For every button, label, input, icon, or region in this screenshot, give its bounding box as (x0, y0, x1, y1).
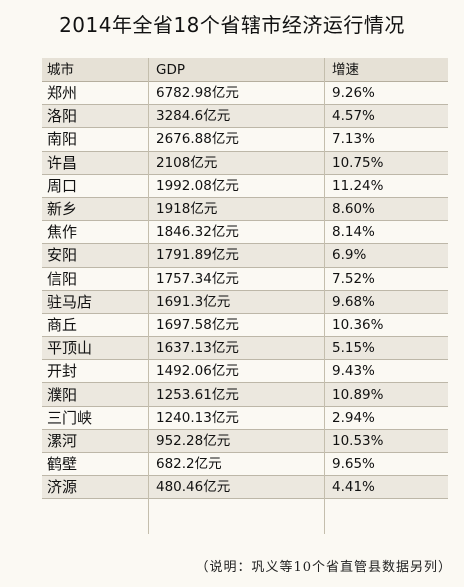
cell-growth: 11.24% (332, 177, 384, 194)
cell-growth: 4.57% (332, 108, 375, 125)
cell-gdp: 1253.61亿元 (156, 386, 239, 403)
cell-gdp: 1691.3亿元 (156, 293, 231, 310)
header-growth: 增速 (332, 61, 359, 78)
table-row: 郑州 6782.98亿元 9.26% (42, 82, 448, 106)
cell-city: 濮阳 (47, 385, 78, 404)
header-gdp: GDP (156, 61, 185, 78)
cell-gdp: 1791.89亿元 (156, 247, 239, 264)
cell-growth: 2.94% (332, 409, 375, 426)
cell-gdp: 1637.13亿元 (156, 340, 239, 357)
cell-gdp: 1697.58亿元 (156, 316, 239, 333)
cell-city: 开封 (47, 362, 78, 381)
table-row: 驻马店 1691.3亿元 9.68% (42, 290, 448, 314)
cell-city: 济源 (47, 478, 78, 497)
table-row: 周口 1992.08亿元 11.24% (42, 175, 448, 198)
cell-growth: 6.9% (332, 247, 367, 264)
cell-gdp: 2676.88亿元 (156, 131, 239, 148)
table-row: 新乡 1918亿元 8.60% (42, 197, 448, 222)
cell-growth: 8.14% (332, 224, 375, 241)
cell-city: 驻马店 (47, 292, 93, 311)
cell-growth: 10.75% (332, 154, 384, 171)
table-row: 三门峡 1240.13亿元 2.94% (42, 407, 448, 430)
cell-city: 郑州 (47, 84, 78, 103)
cell-growth: 10.53% (332, 432, 384, 449)
table-row: 南阳 2676.88亿元 7.13% (42, 128, 448, 152)
cell-city: 平顶山 (47, 339, 93, 358)
cell-gdp: 1492.06亿元 (156, 363, 239, 380)
cell-gdp: 952.28亿元 (156, 432, 231, 449)
table-row: 焦作 1846.32亿元 8.14% (42, 221, 448, 245)
cell-growth: 7.13% (332, 131, 375, 148)
table-row: 洛阳 3284.6亿元 4.57% (42, 105, 448, 129)
cell-growth: 9.43% (332, 363, 375, 380)
cell-gdp: 1992.08亿元 (156, 177, 239, 194)
cell-city: 鹤壁 (47, 455, 78, 474)
footnote: （说明：巩义等10个省直管县数据另列） (195, 560, 452, 575)
cell-gdp: 1846.32亿元 (156, 224, 239, 241)
cell-gdp: 2108亿元 (156, 154, 218, 171)
table-row: 漯河 952.28亿元 10.53% (42, 429, 448, 453)
header-city: 城市 (47, 61, 74, 78)
cell-city: 三门峡 (47, 408, 93, 427)
cell-growth: 10.36% (332, 316, 384, 333)
table-row: 濮阳 1253.61亿元 10.89% (42, 383, 448, 407)
table-row: 安阳 1791.89亿元 6.9% (42, 244, 448, 268)
table-row: 商丘 1697.58亿元 10.36% (42, 314, 448, 338)
cell-city: 南阳 (47, 130, 78, 149)
cell-growth: 10.89% (332, 386, 384, 403)
cell-city: 安阳 (47, 246, 78, 265)
data-table: 城市 GDP 增速 郑州 6782.98亿元 9.26% 洛阳 3284.6亿元 4.57… (42, 58, 448, 500)
table-row: 平顶山 1637.13亿元 5.15% (42, 337, 448, 361)
column-divider (148, 58, 149, 534)
cell-growth: 8.60% (332, 201, 375, 218)
cell-city: 周口 (47, 176, 78, 195)
cell-city: 洛阳 (47, 107, 78, 126)
cell-city: 漯河 (47, 431, 78, 450)
table-header: 城市 GDP 增速 (42, 58, 448, 82)
cell-city: 信阳 (47, 269, 78, 288)
cell-growth: 7.52% (332, 270, 375, 287)
cell-gdp: 682.2亿元 (156, 456, 222, 473)
cell-city: 许昌 (47, 153, 78, 172)
table-row: 济源 480.46亿元 4.41% (42, 476, 448, 500)
table-row: 许昌 2108亿元 10.75% (42, 151, 448, 175)
table-body: 郑州 6782.98亿元 9.26% 洛阳 3284.6亿元 4.57% 南阳 2676.88… (42, 82, 448, 500)
cell-growth: 9.65% (332, 456, 375, 473)
table-title: 2014年全省18个省辖市经济运行情况 (59, 13, 405, 37)
cell-city: 商丘 (47, 315, 78, 334)
cell-gdp: 1240.13亿元 (156, 409, 239, 426)
table-row: 鹤壁 682.2亿元 9.65% (42, 453, 448, 477)
cell-growth: 5.15% (332, 340, 375, 357)
column-divider (324, 58, 325, 534)
cell-city: 焦作 (47, 223, 78, 242)
cell-city: 新乡 (47, 200, 78, 219)
table-row: 开封 1492.06亿元 9.43% (42, 360, 448, 384)
cell-gdp: 3284.6亿元 (156, 108, 231, 125)
cell-growth: 9.68% (332, 293, 375, 310)
cell-growth: 9.26% (332, 85, 375, 102)
cell-gdp: 480.46亿元 (156, 479, 231, 496)
cell-gdp: 1918亿元 (156, 201, 218, 218)
cell-gdp: 1757.34亿元 (156, 270, 239, 287)
table-row: 信阳 1757.34亿元 7.52% (42, 268, 448, 291)
cell-gdp: 6782.98亿元 (156, 85, 239, 102)
cell-growth: 4.41% (332, 479, 375, 496)
